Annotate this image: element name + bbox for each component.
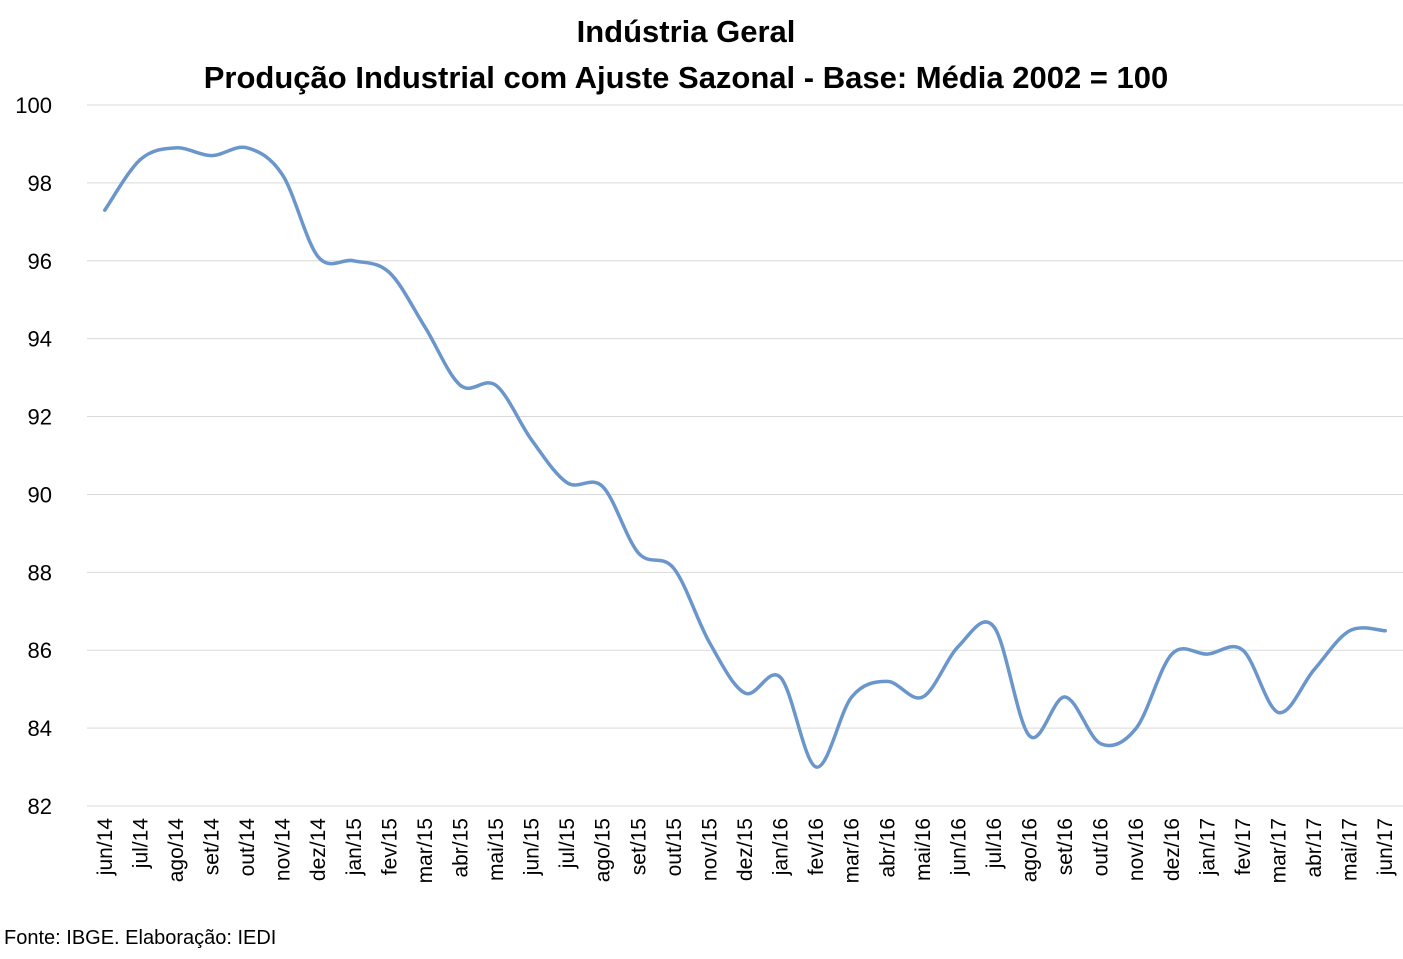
x-tick-label: ago/15 <box>592 818 615 882</box>
x-axis-ticks: jun/14 jul/14 ago/14 set/14 out/14 nov/14 dez/… <box>94 818 1397 884</box>
data-point <box>815 766 818 769</box>
data-point <box>139 158 142 161</box>
x-tick-label: jul/16 <box>983 818 1006 869</box>
data-point <box>103 209 106 212</box>
data-point <box>957 645 960 648</box>
series-line <box>103 145 1387 769</box>
x-tick-label: set/16 <box>1054 818 1077 875</box>
chart-subtitle: Produção Industrial com Ajuste Sazonal -… <box>204 60 1168 95</box>
data-point <box>850 695 853 698</box>
data-point <box>1241 649 1244 652</box>
data-point <box>1206 653 1209 656</box>
x-tick-label: jul/14 <box>129 818 152 870</box>
y-tick-label: 94 <box>28 327 52 352</box>
x-tick-label: mai/16 <box>912 818 935 881</box>
data-point <box>174 146 177 149</box>
x-tick-label: ago/14 <box>165 818 188 883</box>
x-tick-label: abr/16 <box>876 818 899 878</box>
data-point <box>281 174 284 177</box>
y-tick-label: 98 <box>28 171 52 196</box>
x-tick-label: jan/16 <box>770 818 793 876</box>
data-point <box>601 485 604 488</box>
x-tick-label: out/15 <box>663 818 686 876</box>
data-point <box>744 692 747 695</box>
y-tick-label: 84 <box>28 716 52 741</box>
data-point <box>1313 668 1316 671</box>
x-tick-label: out/14 <box>236 818 259 877</box>
data-point <box>1028 734 1031 737</box>
x-tick-label: abr/17 <box>1303 818 1326 878</box>
data-point <box>566 481 569 484</box>
x-tick-label: jun/17 <box>1374 818 1397 876</box>
x-tick-label: mar/16 <box>841 818 864 883</box>
y-tick-label: 96 <box>28 249 52 274</box>
x-tick-label: abr/15 <box>449 818 472 878</box>
data-point <box>246 146 249 149</box>
x-tick-label: mai/17 <box>1339 818 1362 881</box>
y-tick-label: 90 <box>28 482 52 507</box>
x-tick-label: dez/16 <box>1161 818 1184 881</box>
data-point <box>1277 711 1280 714</box>
y-tick-label: 86 <box>28 638 52 663</box>
gridlines <box>87 104 1403 807</box>
y-tick-label: 88 <box>28 560 52 585</box>
x-tick-label: fev/15 <box>378 818 401 875</box>
x-tick-label: set/15 <box>627 818 650 875</box>
y-axis-ticks: 82 84 86 88 90 92 94 96 98 100 <box>15 93 52 819</box>
y-tick-label: 92 <box>28 405 52 430</box>
data-point <box>495 384 498 387</box>
x-tick-label: fev/17 <box>1232 818 1255 875</box>
data-point <box>672 567 675 570</box>
x-tick-label: set/14 <box>200 818 223 876</box>
x-tick-label: jan/15 <box>343 818 366 876</box>
series-layer <box>103 145 1387 769</box>
x-tick-label: mai/15 <box>485 818 508 881</box>
data-point <box>352 259 355 262</box>
data-point <box>779 676 782 679</box>
data-point <box>388 271 391 274</box>
data-point <box>459 384 462 387</box>
data-point <box>530 438 533 441</box>
x-tick-label: jul/15 <box>556 818 579 869</box>
y-tick-label: 82 <box>28 794 52 819</box>
data-point <box>1384 629 1387 632</box>
data-point <box>708 641 711 644</box>
data-point <box>1064 695 1067 698</box>
data-point <box>1348 629 1351 632</box>
x-tick-label: out/16 <box>1090 818 1113 876</box>
source-note: Fonte: IBGE. Elaboração: IEDI <box>4 927 277 949</box>
x-tick-label: jun/14 <box>94 818 117 877</box>
x-tick-label: jun/15 <box>521 818 544 876</box>
data-point <box>921 695 924 698</box>
x-tick-label: nov/16 <box>1125 818 1148 881</box>
data-point <box>1170 653 1173 656</box>
data-point <box>886 680 889 683</box>
data-point <box>992 625 995 628</box>
x-tick-label: fev/16 <box>805 818 828 875</box>
x-tick-label: jun/16 <box>947 818 970 876</box>
data-point <box>423 325 426 328</box>
x-tick-label: dez/14 <box>307 818 330 881</box>
x-tick-label: mar/17 <box>1268 818 1291 883</box>
x-tick-label: mar/15 <box>414 818 437 883</box>
y-tick-label: 100 <box>15 93 52 118</box>
x-tick-label: ago/16 <box>1019 818 1042 882</box>
x-tick-label: jan/17 <box>1196 818 1219 876</box>
data-point <box>1099 742 1102 745</box>
data-point <box>637 551 640 554</box>
data-point <box>1135 727 1138 730</box>
chart-title: Indústria Geral <box>577 14 796 49</box>
x-tick-label: nov/14 <box>272 818 295 881</box>
data-point <box>317 255 320 258</box>
x-tick-label: nov/15 <box>698 818 721 881</box>
x-tick-label: dez/15 <box>734 818 757 881</box>
data-point <box>210 154 213 157</box>
